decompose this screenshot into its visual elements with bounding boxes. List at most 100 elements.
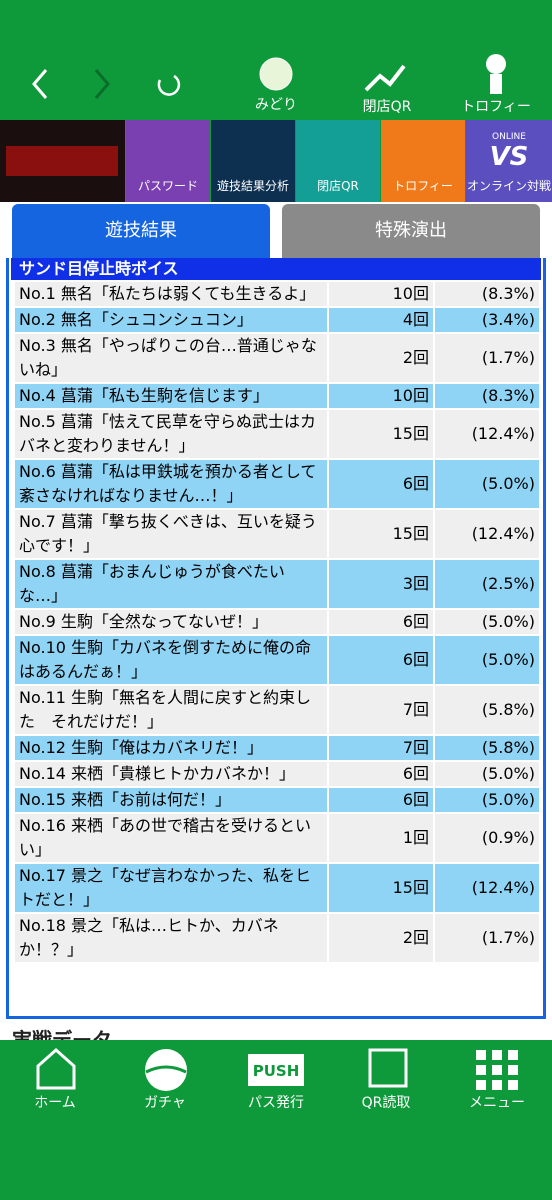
result-row: No.7 菖蒲「撃ち抜くべきは、互いを疑う心です！」 15回 (12.4%)	[15, 510, 541, 558]
count: 2回	[329, 334, 433, 382]
percent: (2.5%)	[435, 560, 539, 608]
count: 6回	[329, 460, 433, 508]
count: 2回	[329, 914, 433, 962]
voice-label: No.17 景之「なぜ言わなかった、私をヒトだと！」	[15, 864, 327, 912]
menu-icon	[476, 1050, 518, 1090]
tile-label: 閉店QR	[317, 179, 359, 193]
tile-label: パスワード	[137, 179, 198, 193]
result-row: No.3 無名「やっぱりこの台…普通じゃないね」 2回 (1.7%)	[15, 334, 541, 382]
result-row: No.18 景之「私は…ヒトか、カバネか！？」 2回 (1.7%)	[15, 914, 541, 962]
count: 15回	[329, 410, 433, 458]
back[interactable]	[32, 69, 48, 99]
result-row: No.9 生駒「全然なってないぜ！」 6回 (5.0%)	[15, 610, 541, 634]
bottom-nav: PUSH ホーム ガチャ パス発行 QR読取 メニュー	[0, 1040, 552, 1200]
voice-label: No.7 菖蒲「撃ち抜くべきは、互いを疑う心です！」	[15, 510, 327, 558]
count: 15回	[329, 864, 433, 912]
tab[interactable]: 特殊演出	[282, 204, 540, 258]
result-row: No.2 無名「シュコンシュコン」 4回 (3.4%)	[15, 308, 541, 332]
footer-link[interactable]: パス発行	[248, 1095, 304, 1111]
result-row: No.8 菖蒲「おまんじゅうが食べたいな…」 3回 (2.5%)	[15, 560, 541, 608]
trophy-body	[490, 74, 502, 94]
voice-label: No.16 来栖「あの世で稽古を受けるといい」	[15, 814, 327, 862]
count: 10回	[329, 384, 433, 408]
tile[interactable]: ONLINE VS オンライン対戦	[466, 120, 552, 202]
voice-label: No.6 菖蒲「私は甲鉄城を預かる者として紊さなければなりません…！」	[15, 460, 327, 508]
forward	[94, 69, 110, 99]
count: 4回	[329, 308, 433, 332]
count: 3回	[329, 560, 433, 608]
trophy-icon[interactable]	[486, 54, 506, 74]
voice-label: No.12 生駒「俺はカバネリだ！」	[15, 736, 327, 760]
midori-icon[interactable]	[259, 57, 293, 91]
gacha-icon	[145, 1049, 187, 1091]
voice-label: No.18 景之「私は…ヒトか、カバネか！？」	[15, 914, 327, 962]
result-row: No.1 無名「私たちは弱くても生きるよ」 10回 (8.3%)	[15, 282, 541, 306]
percent: (5.8%)	[435, 686, 539, 734]
home-icon	[36, 1047, 76, 1090]
percent: (8.3%)	[435, 282, 539, 306]
result-row: No.4 菖蒲「私も生駒を信じます」 10回 (8.3%)	[15, 384, 541, 408]
count: 6回	[329, 636, 433, 684]
tile[interactable]: 閉店QR	[296, 120, 380, 202]
voice-label: No.4 菖蒲「私も生駒を信じます」	[15, 384, 327, 408]
percent: (12.4%)	[435, 510, 539, 558]
voice-label: No.14 来栖「貴様ヒトかカバネか！」	[15, 762, 327, 786]
voice-label: No.3 無名「やっぱりこの台…普通じゃないね」	[15, 334, 327, 382]
result-row: No.17 景之「なぜ言わなかった、私をヒトだと！」 15回 (12.4%)	[15, 864, 541, 912]
percent: (3.4%)	[435, 308, 539, 332]
percent: (5.8%)	[435, 736, 539, 760]
nav-icons	[32, 54, 506, 99]
tile-label: 遊技結果分析	[216, 179, 289, 193]
result-row: No.14 来栖「貴様ヒトかカバネか！」 6回 (5.0%)	[15, 762, 541, 786]
qr-read-icon	[368, 1048, 408, 1088]
result-panel: サンド目停止時ボイス No.1 無名「私たちは弱くても生きるよ」 10回 (8.3%…	[6, 258, 546, 1019]
percent: (5.0%)	[435, 460, 539, 508]
section-title: サンド目停止時ボイス	[11, 258, 541, 280]
footer-link[interactable]: ホーム	[34, 1095, 76, 1111]
result-row: No.12 生駒「俺はカバネリだ！」 7回 (5.8%)	[15, 736, 541, 760]
percent: (5.0%)	[435, 788, 539, 812]
top-nav: みどり 閉店QR トロフィー	[0, 0, 552, 118]
percent: (1.7%)	[435, 334, 539, 382]
result-row: No.5 菖蒲「怯えて民草を守らぬ武士はカバネと変わりません！」 15回 (12.4…	[15, 410, 541, 458]
qr-icon[interactable]	[364, 64, 406, 92]
logo-art	[6, 146, 118, 176]
percent: (5.0%)	[435, 762, 539, 786]
footer-link[interactable]: ガチャ	[144, 1095, 186, 1111]
game-logo[interactable]	[0, 120, 125, 202]
result-row: No.6 菖蒲「私は甲鉄城を預かる者として紊さなければなりません…！」 6回 (5.…	[15, 460, 541, 508]
refresh[interactable]	[157, 74, 181, 96]
voice-label: No.8 菖蒲「おまんじゅうが食べたいな…」	[15, 560, 327, 608]
result-row: No.11 生駒「無名を人間に戻すと約束した それだけだ！」 7回 (5.8%)	[15, 686, 541, 734]
count: 1回	[329, 814, 433, 862]
nav-link[interactable]: トロフィー	[461, 99, 531, 115]
result-row: No.16 来栖「あの世で稽古を受けるといい」 1回 (0.9%)	[15, 814, 541, 862]
rows: No.1 無名「私たちは弱くても生きるよ」 10回 (8.3%) No.2 無名「シュ…	[9, 282, 543, 962]
voice-label: No.1 無名「私たちは弱くても生きるよ」	[15, 282, 327, 306]
tile[interactable]: 遊技結果分析	[211, 120, 295, 202]
tile[interactable]: パスワード	[126, 120, 210, 202]
footer-link[interactable]: QR読取	[361, 1095, 411, 1111]
percent: (5.0%)	[435, 636, 539, 684]
count: 6回	[329, 762, 433, 786]
tab-active[interactable]: 遊技結果	[12, 204, 270, 258]
nav-link[interactable]: 閉店QR	[362, 99, 412, 115]
count: 15回	[329, 510, 433, 558]
percent: (12.4%)	[435, 410, 539, 458]
count: 6回	[329, 788, 433, 812]
count: 7回	[329, 736, 433, 760]
vs-main: VS	[489, 142, 529, 172]
voice-label: No.11 生駒「無名を人間に戻すと約束した それだけだ！」	[15, 686, 327, 734]
percent: (8.3%)	[435, 384, 539, 408]
push-icon	[248, 1054, 304, 1086]
tile-label: トロフィー	[393, 179, 453, 193]
tile[interactable]: トロフィー	[381, 120, 465, 202]
count: 7回	[329, 686, 433, 734]
footer-link[interactable]: メニュー	[469, 1095, 525, 1111]
count: 6回	[329, 610, 433, 634]
vs-top: ONLINE	[492, 132, 526, 142]
nav-link[interactable]: みどり	[255, 97, 297, 113]
percent: (1.7%)	[435, 914, 539, 962]
push-text: PUSH	[253, 1062, 300, 1080]
